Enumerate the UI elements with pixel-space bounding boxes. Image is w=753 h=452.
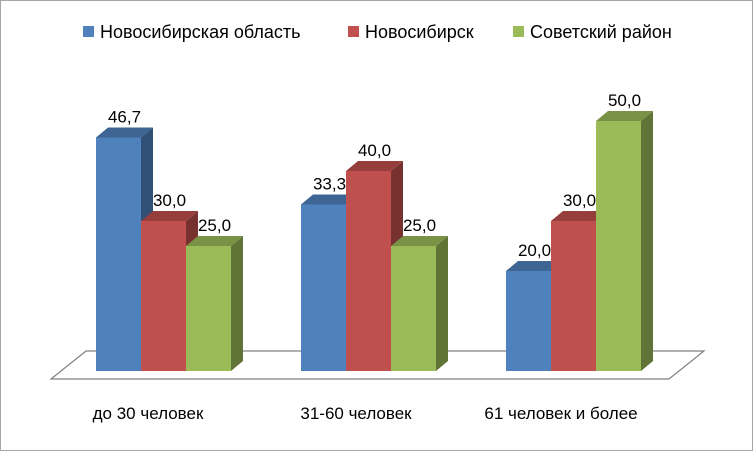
bar-front [506, 271, 551, 371]
legend-label-2: Новосибирск [365, 22, 474, 42]
bar-3-3 [596, 111, 653, 371]
bar-front [301, 204, 346, 371]
legend-label-3: Советский район [530, 22, 672, 42]
bar-side [231, 236, 243, 371]
data-label-1-1: 46,7 [108, 108, 141, 127]
x-tick-label-1: до 30 человек [93, 404, 204, 423]
bar-front [391, 246, 436, 371]
bar-top [186, 236, 243, 246]
data-label-3-3: 50,0 [608, 91, 641, 110]
x-tick-label-2: 31-60 человек [300, 404, 412, 423]
data-label-2-3: 30,0 [563, 191, 596, 210]
bars [96, 111, 653, 371]
bar-top [301, 194, 358, 205]
legend-swatch-3 [513, 26, 524, 37]
x-axis-tick-labels: до 30 человек 31-60 человек 61 человек и б… [93, 404, 638, 423]
data-label-2-1: 30,0 [153, 191, 186, 210]
bar-top [141, 211, 198, 221]
bar-side [436, 236, 448, 371]
bar-side [641, 111, 653, 371]
bar-front [186, 246, 231, 371]
bar-top [551, 211, 608, 221]
bar-3-1 [186, 236, 243, 371]
data-label-2-2: 40,0 [358, 141, 391, 160]
bar-3-2 [391, 236, 448, 371]
bar-top [506, 261, 563, 271]
legend: Новосибирская область Новосибирск Советски… [83, 22, 672, 42]
data-label-1-3: 20,0 [518, 241, 551, 260]
bar-top [346, 161, 403, 171]
data-label-3-1: 25,0 [198, 216, 231, 235]
bar-top [391, 236, 448, 246]
bar-front [96, 137, 141, 371]
data-labels: 46,7 30,0 25,0 33,3 40,0 25,0 20,0 30,0 50,0 [108, 91, 641, 260]
bar-top [596, 111, 653, 121]
legend-label-1: Новосибирская область [100, 22, 301, 42]
legend-swatch-1 [83, 26, 94, 37]
data-label-1-2: 33,3 [313, 175, 346, 194]
data-label-3-2: 25,0 [403, 216, 436, 235]
bar-front [551, 221, 596, 371]
bar-front [141, 221, 186, 371]
bar-front [596, 121, 641, 371]
legend-swatch-2 [348, 26, 359, 37]
x-tick-label-3: 61 человек и более [484, 404, 637, 423]
bar-front [346, 171, 391, 371]
bar-top [96, 127, 153, 138]
